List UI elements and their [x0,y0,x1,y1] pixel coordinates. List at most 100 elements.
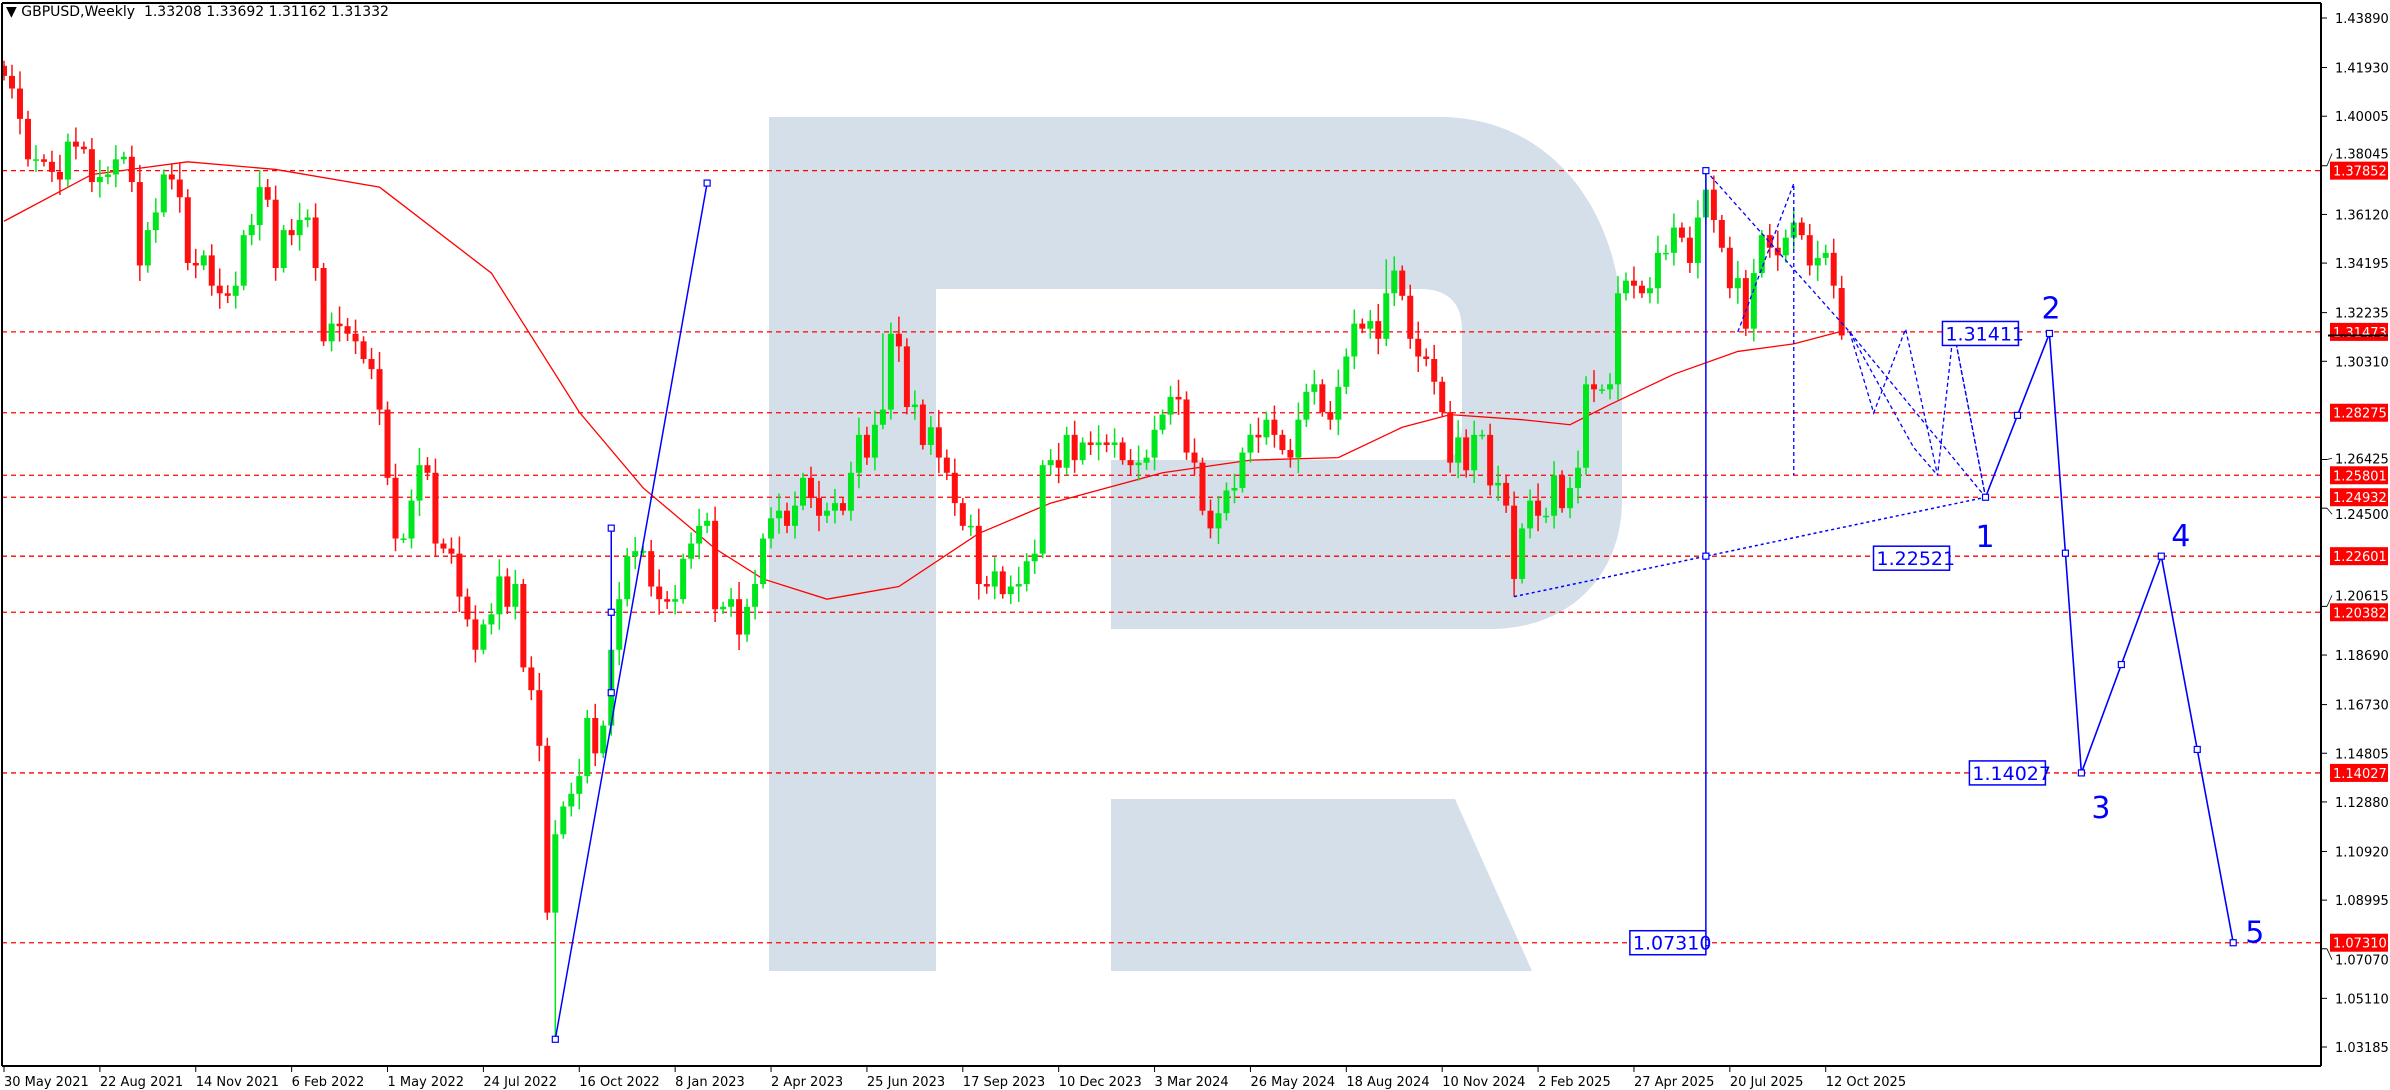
candle [584,709,591,784]
y-tick-label: 1.08995 [2335,894,2389,909]
candle [280,225,287,273]
candle-body [815,498,822,516]
candle [983,575,990,594]
y-tick-label: 1.10920 [2335,845,2389,860]
candle [536,672,543,762]
candle-body [120,156,127,160]
trendline [1513,496,1986,598]
chart-header: ▼ GBPUSD,Weekly 1.33208 1.33692 1.31162 … [6,4,389,20]
y-tick-label: 1.20615 [2335,589,2389,604]
level-price-tag [2330,763,2388,782]
candle [975,508,982,600]
candle [272,185,279,281]
candle-body [1207,510,1214,529]
wave-label: 2 [2041,291,2060,326]
scenario-path [1849,331,1939,476]
anchor-marker [703,179,711,187]
candle [192,248,199,279]
candle-body [1822,252,1829,258]
candle-body [1231,487,1238,491]
candle-body [720,606,727,610]
candle-body [1007,586,1014,595]
candle [1495,465,1502,501]
candle [88,138,95,193]
candle [1135,445,1142,481]
candle [1287,438,1294,468]
candle-body [1527,500,1534,529]
candle-body [112,159,119,175]
candle [1047,449,1054,476]
level-price-label: 1.24932 [2333,491,2387,506]
anchor-marker [607,608,615,616]
candle-body [879,409,886,425]
candle [768,507,775,549]
candle-body [560,806,567,835]
candle [1159,409,1166,435]
candle [879,333,886,430]
candle-body [768,518,775,539]
candle [328,312,335,352]
candle-body [32,159,39,161]
candle [1279,429,1286,455]
candle [1543,507,1550,524]
candle-body [1734,278,1741,289]
candle-body [1599,389,1605,391]
candle-body [1183,399,1190,453]
candle-body [1191,452,1198,463]
candle [1798,217,1805,240]
candle [1311,370,1318,405]
candle-body [752,584,759,607]
y-tick-label: 1.05110 [2335,992,2389,1007]
candle [1599,384,1605,394]
candle [160,169,167,217]
candle-body [352,333,359,342]
candle [1646,277,1653,304]
candle [128,145,135,193]
candle [1175,379,1182,415]
candle-body [72,141,79,147]
y-tick-label: 1.36120 [2335,208,2389,223]
candle-body [1742,278,1749,329]
candle-body [1375,321,1382,339]
candle-body [919,404,926,445]
candle-body [176,179,183,198]
candle-body [1415,338,1422,357]
anchor-marker [2157,552,2165,560]
candle-body [959,503,966,526]
candle [792,491,799,539]
candle-body [1830,252,1837,286]
candle [400,533,407,544]
candle [1103,434,1110,453]
candle-body [903,346,910,408]
candle-body [1335,386,1342,420]
time-axis[interactable]: 30 May 2021 22 Aug 2021 14 Nov 2021 6 Feb 2… [3,1066,1906,1090]
candle [823,502,830,524]
candle-body [1095,442,1102,445]
candle [1423,348,1430,367]
candle-body [1519,528,1526,579]
candle-body [512,584,519,607]
collapse-arrow-icon[interactable]: ▼ [6,4,17,20]
candle-body [656,586,663,600]
candle-body [344,326,351,334]
candle-body [600,725,607,754]
candle-body [1087,442,1094,445]
candle [184,189,191,271]
candle [384,401,391,486]
price-axis[interactable]: 1.43890 1.41930 1.40005 1.38045 1.36120 1.341… [2321,12,2389,1056]
candle-body [1718,219,1725,248]
x-tick-label: 25 Jun 2023 [867,1075,945,1090]
candle-body [440,543,447,549]
candle-body [1015,584,1022,587]
candle [1806,224,1813,276]
candle [1231,473,1238,504]
candle-body [951,472,958,504]
candle [1726,236,1733,299]
candle [496,559,503,630]
candle-body [272,199,279,269]
candle [831,488,838,524]
candle-body [712,520,719,610]
candle [1183,391,1190,460]
candle-body [632,551,639,557]
